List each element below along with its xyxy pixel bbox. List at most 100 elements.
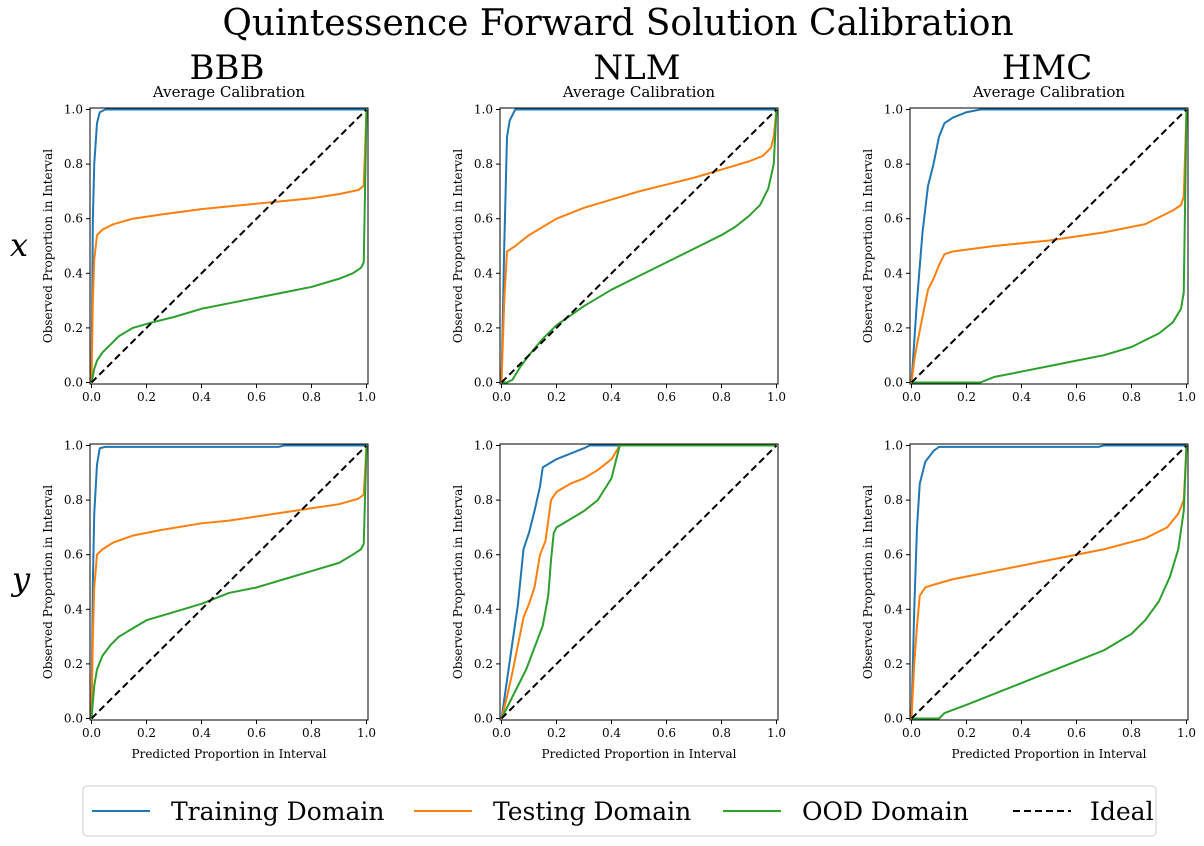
x-tick-label: 0.6 [657,726,676,740]
x-tick-label: 0.6 [657,390,676,404]
y-tick-label: 1.0 [64,439,83,453]
y-tick-label: 0.0 [884,712,903,726]
x-tick-label: 0.6 [247,726,266,740]
legend-frame [82,785,1157,837]
figure-title: Quintessence Forward Solution Calibratio… [222,3,1013,44]
y-tick-label: 0.0 [64,712,83,726]
series-line-ideal [910,444,1188,720]
y-tick-label: 0.2 [64,321,83,335]
series-line-ood-domain [911,109,1188,384]
series-line-training-domain [500,444,777,719]
axes-frame [499,443,779,721]
column-title-nlm: NLM [593,48,680,88]
x-tick-label: 0.0 [902,390,921,404]
y-tick-label: 1.0 [474,103,493,117]
panel-nlm-y: 0.00.0 0.2 0.2 0.4 0.4 0.6 0.6 0.8 0.8 1.0 1.0 Obse… [451,439,786,762]
y-tick-label: 1.0 [884,439,903,453]
series-line-ood-domain [911,445,1188,720]
series-line-training-domain [500,108,777,383]
legend-label-ood: OOD Domain [802,797,969,826]
panel-hmc-y: 0.00.0 0.2 0.2 0.4 0.4 0.6 0.6 0.8 0.8 1.0 1.0 Obse… [861,439,1196,762]
y-tick-label: 0.6 [884,548,903,562]
y-axis-label: Observed Proportion in Interval [41,149,55,343]
y-tick-label: 0.8 [64,157,83,171]
series-line-ideal [500,108,778,384]
y-tick-label: 0.0 [884,376,903,390]
chart-panels: Average Calibration0.00.00.20.20.40.40.6… [41,83,1196,761]
y-tick-label: 0.2 [474,321,493,335]
y-tick-label: 1.0 [884,103,903,117]
y-axis-label: Observed Proportion in Interval [451,485,465,679]
panel-subtitle: Average Calibration [152,83,306,101]
x-tick-label: 0.0 [82,726,101,740]
axes-frame [909,443,1189,721]
y-tick-label: 0.2 [884,321,903,335]
x-tick-label: 1.0 [767,726,786,740]
x-tick-label: 0.4 [192,726,211,740]
series-line-ideal [90,444,368,720]
series-line-testing-domain [90,445,368,719]
panel-subtitle: Average Calibration [562,83,716,101]
y-tick-label: 0.6 [884,212,903,226]
y-tick-label: 0.4 [64,266,83,280]
y-tick-label: 0.4 [474,602,493,616]
series-line-ideal [500,444,778,720]
x-tick-label: 0.4 [192,390,211,404]
x-tick-label: 0.2 [547,726,566,740]
x-axis-label: Predicted Proportion in Interval [132,747,327,761]
y-axis-label: Observed Proportion in Interval [41,485,55,679]
x-tick-label: 0.2 [957,726,976,740]
x-tick-label: 0.2 [137,726,156,740]
series-line-training-domain [90,108,367,383]
y-tick-label: 0.8 [474,157,493,171]
y-axis-label: Observed Proportion in Interval [451,149,465,343]
x-tick-label: 0.2 [547,390,566,404]
y-tick-label: 0.0 [64,376,83,390]
y-tick-label: 0.2 [64,657,83,671]
y-tick-label: 0.4 [884,602,903,616]
x-tick-label: 0.6 [1067,390,1086,404]
x-tick-label: 0.8 [1122,390,1141,404]
y-tick-label: 0.0 [474,712,493,726]
panel-subtitle: Average Calibration [972,83,1126,101]
x-tick-label: 1.0 [1177,390,1196,404]
x-tick-label: 1.0 [357,390,376,404]
x-tick-label: 0.2 [137,390,156,404]
y-tick-label: 0.6 [64,548,83,562]
series-line-training-domain [910,444,1187,719]
x-tick-label: 0.8 [1122,726,1141,740]
x-tick-label: 0.6 [1067,726,1086,740]
legend-label-testing: Testing Domain [493,797,691,826]
y-tick-label: 0.2 [474,657,493,671]
x-tick-label: 1.0 [1177,726,1196,740]
axes-frame [89,107,369,385]
x-tick-label: 0.0 [902,726,921,740]
x-tick-label: 0.4 [1012,726,1031,740]
y-tick-label: 1.0 [474,439,493,453]
x-tick-label: 0.6 [247,390,266,404]
series-line-ood-domain [90,109,368,383]
y-tick-label: 0.0 [474,376,493,390]
y-axis-label: Observed Proportion in Interval [861,485,875,679]
column-title-hmc: HMC [1002,48,1092,88]
series-line-ideal [910,108,1188,384]
x-tick-label: 0.8 [712,726,731,740]
legend-label-ideal: Ideal [1090,797,1154,826]
x-tick-label: 0.0 [82,390,101,404]
y-tick-label: 0.2 [884,657,903,671]
series-line-ideal [90,108,368,384]
y-tick-label: 1.0 [64,103,83,117]
x-tick-label: 0.8 [302,390,321,404]
axes-frame [909,107,1189,385]
row-label-x: x [10,226,28,264]
panel-bbb-x: Average Calibration 0.00.0 0.2 0.2 0.4 0.4 0.6… [41,83,376,404]
series-line-testing-domain [500,444,777,719]
series-line-ood-domain [500,444,777,719]
series-line-ood-domain [501,109,778,384]
x-tick-label: 0.0 [492,390,511,404]
x-tick-label: 0.0 [492,726,511,740]
x-axis-label: Predicted Proportion in Interval [952,747,1147,761]
series-line-testing-domain [90,109,368,383]
y-tick-label: 0.6 [64,212,83,226]
